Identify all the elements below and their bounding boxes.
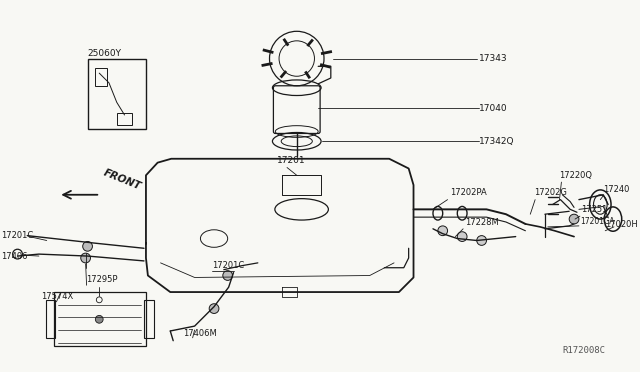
Text: 17202PA: 17202PA <box>451 188 487 197</box>
Bar <box>45 300 56 338</box>
Bar <box>54 292 146 346</box>
Bar <box>116 113 132 125</box>
Bar <box>144 300 154 338</box>
Text: 17020H: 17020H <box>605 221 638 230</box>
Text: 17202G: 17202G <box>534 188 567 197</box>
Text: 17040: 17040 <box>479 104 508 113</box>
Circle shape <box>438 226 447 235</box>
Text: 17574X: 17574X <box>41 292 73 301</box>
Text: 17406M: 17406M <box>183 329 217 339</box>
Circle shape <box>569 214 579 224</box>
Text: 17201: 17201 <box>277 156 306 165</box>
Text: R172008C: R172008C <box>562 346 605 355</box>
Text: 17201C: 17201C <box>212 261 244 270</box>
Text: 17251: 17251 <box>581 205 607 214</box>
Text: FRONT: FRONT <box>102 168 143 192</box>
Text: 25060Y: 25060Y <box>88 49 122 58</box>
Circle shape <box>83 241 92 251</box>
Text: 17406: 17406 <box>1 251 28 260</box>
Circle shape <box>81 253 90 263</box>
Circle shape <box>223 271 232 280</box>
Bar <box>88 58 146 129</box>
Circle shape <box>209 304 219 314</box>
Circle shape <box>477 235 486 246</box>
Text: 17201C: 17201C <box>1 231 33 240</box>
Text: 17228M: 17228M <box>465 218 499 227</box>
Circle shape <box>95 315 103 323</box>
Text: 17343: 17343 <box>479 54 508 63</box>
Text: 17201CA: 17201CA <box>580 217 614 225</box>
Text: 17342Q: 17342Q <box>479 137 514 146</box>
Text: 17240: 17240 <box>604 185 630 195</box>
Bar <box>95 68 107 86</box>
Circle shape <box>458 232 467 241</box>
Text: 17220Q: 17220Q <box>559 171 593 180</box>
Text: 17295P: 17295P <box>86 275 117 284</box>
